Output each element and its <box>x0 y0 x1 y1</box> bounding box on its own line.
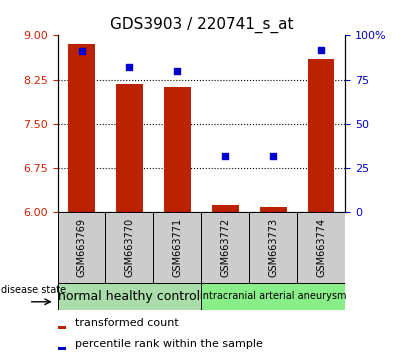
Text: GSM663773: GSM663773 <box>268 218 278 277</box>
Text: GSM663769: GSM663769 <box>76 218 86 277</box>
Bar <box>58 347 66 350</box>
Text: disease state: disease state <box>1 285 66 295</box>
Bar <box>308 59 335 212</box>
Bar <box>297 212 345 283</box>
Text: GSM663774: GSM663774 <box>316 218 326 277</box>
Bar <box>68 44 95 212</box>
Text: GSM663772: GSM663772 <box>220 218 230 277</box>
Title: GDS3903 / 220741_s_at: GDS3903 / 220741_s_at <box>110 16 293 33</box>
Bar <box>106 212 153 283</box>
Point <box>174 68 181 74</box>
Text: percentile rank within the sample: percentile rank within the sample <box>75 339 263 349</box>
Point <box>222 153 229 159</box>
Bar <box>260 206 286 212</box>
Point <box>318 47 325 52</box>
Bar <box>201 212 249 283</box>
Bar <box>58 212 106 283</box>
Bar <box>58 283 201 310</box>
Text: intracranial arterial aneurysm: intracranial arterial aneurysm <box>200 291 346 302</box>
Bar <box>116 84 143 212</box>
Bar <box>58 326 66 329</box>
Bar <box>212 205 238 212</box>
Point <box>126 64 133 70</box>
Text: GSM663771: GSM663771 <box>173 218 182 277</box>
Text: normal healthy control: normal healthy control <box>58 290 201 303</box>
Bar <box>201 283 345 310</box>
Bar <box>164 87 191 212</box>
Point <box>270 153 277 159</box>
Point <box>78 48 85 54</box>
Text: transformed count: transformed count <box>75 318 179 328</box>
Bar <box>249 212 297 283</box>
Text: GSM663770: GSM663770 <box>125 218 134 277</box>
Bar <box>153 212 201 283</box>
